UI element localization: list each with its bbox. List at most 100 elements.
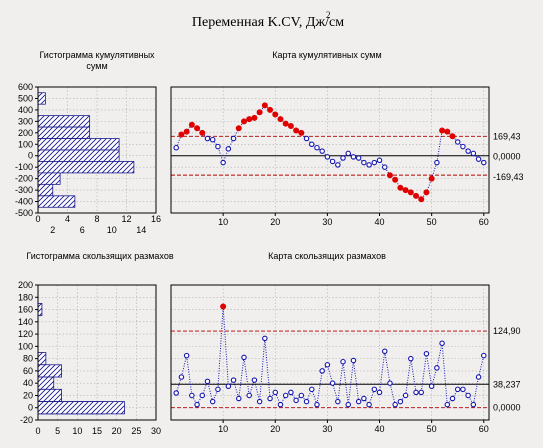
hist-bar [37,364,63,378]
out-of-control-point [444,128,451,135]
hist-bar [37,195,76,208]
y-tick-label: 600 [18,82,33,92]
data-point [230,135,237,142]
x-tick-label: 25 [131,426,141,436]
out-of-control-point [293,127,300,134]
series-line [175,306,485,407]
limit-label: 169,43 [493,131,521,141]
data-point [413,389,419,396]
data-point [428,383,435,389]
data-point [303,135,310,142]
data-point [434,365,440,371]
data-point [350,154,357,160]
data-point [282,392,289,399]
data-point [230,377,237,383]
chart-frame [170,86,490,214]
data-point [329,380,336,386]
data-point [470,401,477,408]
out-of-control-point [277,116,284,123]
x-tick-label: 20 [112,426,122,436]
x-tick-label: 10 [218,217,228,227]
data-point [381,348,388,355]
data-point [314,144,320,151]
data-point [449,395,456,402]
out-of-control-point [199,129,206,136]
out-of-control-point [282,120,289,127]
data-point [355,398,362,405]
data-point [329,158,336,165]
data-point [481,352,487,359]
data-point [309,141,315,148]
y-tick-label: -500 [15,208,33,218]
chart-frame [170,284,490,421]
out-of-control-point [423,189,430,196]
y-tick-label: -300 [15,185,33,195]
x-tick-label: 0 [35,426,40,436]
x-tick-label: 30 [151,426,161,436]
x-tick-label: 60 [479,217,489,227]
cusum-chart: 10 20 30 40 50 60 169,43 0,0000 -169,43 [170,86,524,227]
x-tick-label: 20 [270,424,280,434]
data-point [376,389,383,396]
data-point [178,374,185,380]
y-tick-label: 160 [18,305,33,315]
figure-title-superscript: 2 [326,10,331,20]
out-of-control-point [402,187,409,194]
data-point [204,135,211,142]
data-point [319,148,325,154]
y-tick-label: 20 [23,390,33,400]
y-tick-label: 0 [28,403,33,413]
y-tick-label: 40 [23,378,33,388]
out-of-control-point [392,176,399,183]
y-tick-label: 0 [28,151,33,161]
data-point [225,146,232,152]
x-tick-label: 16 [151,214,161,224]
y-tick-label: 300 [18,116,33,126]
out-of-control-point [256,109,263,116]
data-point [366,162,372,168]
data-point [418,389,424,396]
hist-bar [37,376,55,390]
y-tick-label: 120 [18,329,33,339]
x-tick-label: 50 [427,424,437,434]
limit-label: -169,43 [493,172,524,182]
data-point [444,401,451,408]
out-of-control-point [188,121,195,128]
data-point [345,401,351,408]
data-point [293,397,299,404]
y-tick-label: 100 [18,341,33,351]
data-point [251,377,258,383]
hist-bar [37,401,125,415]
data-point [298,392,305,399]
x-tick-label: 10 [107,225,117,235]
data-point [454,386,461,393]
data-point [439,340,445,347]
x-tick-label: 6 [80,225,85,235]
x-tick-label: 30 [322,424,332,434]
y-tick-label: 200 [18,128,33,138]
mr-chart-title: Карта скользящих размахов [268,251,386,261]
data-point [340,155,346,161]
data-point [241,354,247,361]
x-tick-label: 50 [427,217,437,227]
out-of-control-point [235,125,242,132]
hist-frame [37,284,157,421]
y-tick-label: 140 [18,317,33,327]
data-point [366,401,372,408]
cusum-histogram: 6005004003002001000-100-200-300-400-5000… [15,82,161,235]
data-point [199,392,206,399]
data-point [397,398,404,405]
data-point [309,386,315,393]
data-point [272,389,279,396]
data-point [481,159,487,166]
data-point [350,357,357,364]
data-point [256,398,263,405]
data-point [408,355,414,362]
out-of-control-point [240,118,247,125]
data-point [381,164,388,170]
hist-bar [37,126,91,139]
data-point [475,156,482,162]
data-point [465,392,471,399]
out-of-control-point [386,172,393,179]
